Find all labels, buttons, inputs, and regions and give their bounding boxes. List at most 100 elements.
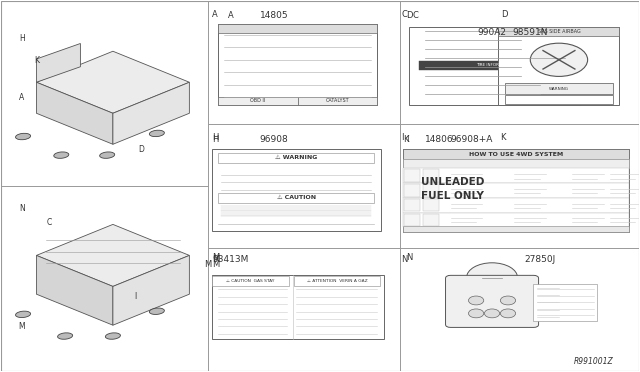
- Text: OBD II: OBD II: [250, 98, 266, 103]
- Bar: [403, 149, 629, 232]
- Bar: [409, 27, 581, 105]
- Text: C: C: [412, 11, 419, 20]
- Text: 93413M: 93413M: [212, 255, 249, 264]
- Text: SRS SIDE AIRBAG: SRS SIDE AIRBAG: [538, 29, 580, 34]
- Ellipse shape: [58, 333, 72, 339]
- Bar: [406, 157, 499, 221]
- Bar: [212, 276, 289, 286]
- Text: D: D: [502, 10, 508, 19]
- Text: K: K: [34, 56, 39, 65]
- Bar: [404, 169, 420, 182]
- Bar: [423, 169, 439, 182]
- Ellipse shape: [54, 152, 69, 158]
- Text: CATALYST: CATALYST: [326, 98, 349, 103]
- Text: N: N: [19, 203, 25, 213]
- Bar: [294, 276, 380, 286]
- Text: 14805: 14805: [259, 11, 288, 20]
- Circle shape: [484, 309, 500, 318]
- Ellipse shape: [149, 130, 164, 137]
- Bar: [419, 61, 572, 70]
- Text: M: M: [212, 260, 219, 269]
- Circle shape: [468, 296, 484, 305]
- Text: K: K: [500, 133, 506, 142]
- Bar: [403, 212, 629, 227]
- Bar: [403, 149, 629, 160]
- Text: C: C: [47, 218, 52, 227]
- Polygon shape: [113, 82, 189, 144]
- Bar: [212, 275, 384, 339]
- FancyBboxPatch shape: [445, 275, 539, 327]
- Text: ⚠ CAUTION  GAS STAY: ⚠ CAUTION GAS STAY: [226, 279, 275, 283]
- Bar: [218, 193, 374, 203]
- Circle shape: [500, 296, 516, 305]
- Bar: [212, 149, 381, 231]
- Text: D: D: [139, 145, 145, 154]
- Polygon shape: [36, 256, 113, 325]
- Circle shape: [468, 309, 484, 318]
- Text: A: A: [19, 93, 24, 102]
- Text: D: D: [406, 11, 413, 20]
- Ellipse shape: [100, 152, 115, 158]
- Bar: [423, 214, 439, 225]
- Text: I: I: [401, 133, 404, 142]
- Text: 27850J: 27850J: [524, 255, 555, 264]
- Polygon shape: [36, 82, 113, 144]
- Text: 990A2: 990A2: [477, 28, 506, 36]
- Text: UNLEADED
FUEL ONLY: UNLEADED FUEL ONLY: [420, 177, 484, 201]
- Text: A: A: [228, 11, 234, 20]
- Bar: [218, 23, 378, 105]
- Bar: [505, 95, 613, 104]
- Text: ⚠ WARNING: ⚠ WARNING: [275, 155, 317, 160]
- Text: I: I: [406, 135, 408, 144]
- Bar: [423, 199, 439, 211]
- Text: H: H: [212, 133, 218, 142]
- Circle shape: [531, 43, 588, 76]
- Text: ⚠ CAUTION: ⚠ CAUTION: [276, 195, 316, 200]
- Bar: [218, 153, 374, 163]
- Text: TIRE INFORMATION: TIRE INFORMATION: [476, 64, 515, 67]
- Text: K: K: [403, 135, 408, 144]
- Bar: [218, 97, 298, 105]
- Text: R991001Z: R991001Z: [574, 357, 614, 366]
- Bar: [218, 23, 378, 33]
- Circle shape: [500, 309, 516, 318]
- Polygon shape: [36, 44, 81, 82]
- Text: M: M: [19, 322, 25, 331]
- Bar: [404, 214, 420, 225]
- Polygon shape: [36, 224, 189, 286]
- Text: C: C: [401, 10, 408, 19]
- Bar: [298, 97, 378, 105]
- Bar: [505, 83, 613, 94]
- Ellipse shape: [15, 311, 31, 318]
- Bar: [403, 160, 629, 168]
- Bar: [423, 184, 439, 197]
- Text: WARNING: WARNING: [549, 87, 569, 90]
- Bar: [404, 184, 420, 197]
- Text: H: H: [19, 34, 25, 43]
- Text: H: H: [212, 135, 218, 144]
- Bar: [403, 225, 629, 232]
- Bar: [404, 199, 420, 211]
- Text: M: M: [204, 260, 211, 269]
- Text: 98591N: 98591N: [513, 28, 548, 36]
- Text: ⚠ ATTENTION  VERIN A GAZ: ⚠ ATTENTION VERIN A GAZ: [307, 279, 367, 283]
- Ellipse shape: [106, 333, 120, 339]
- Text: 96908+A: 96908+A: [451, 135, 493, 144]
- Bar: [403, 168, 629, 183]
- Text: I: I: [134, 292, 136, 301]
- Text: N: N: [406, 253, 412, 262]
- Bar: [499, 27, 620, 36]
- Text: 14806: 14806: [425, 135, 454, 144]
- Text: M: M: [212, 253, 219, 262]
- Polygon shape: [113, 256, 189, 325]
- Polygon shape: [36, 51, 189, 113]
- Text: M: M: [212, 255, 219, 264]
- Text: 96908: 96908: [259, 135, 288, 144]
- Ellipse shape: [149, 308, 164, 314]
- Circle shape: [467, 263, 518, 292]
- Ellipse shape: [15, 133, 31, 140]
- Bar: [499, 27, 620, 105]
- Text: HOW TO USE 4WD SYSTEM: HOW TO USE 4WD SYSTEM: [469, 152, 563, 157]
- Text: A: A: [212, 10, 218, 19]
- Text: N: N: [401, 255, 408, 264]
